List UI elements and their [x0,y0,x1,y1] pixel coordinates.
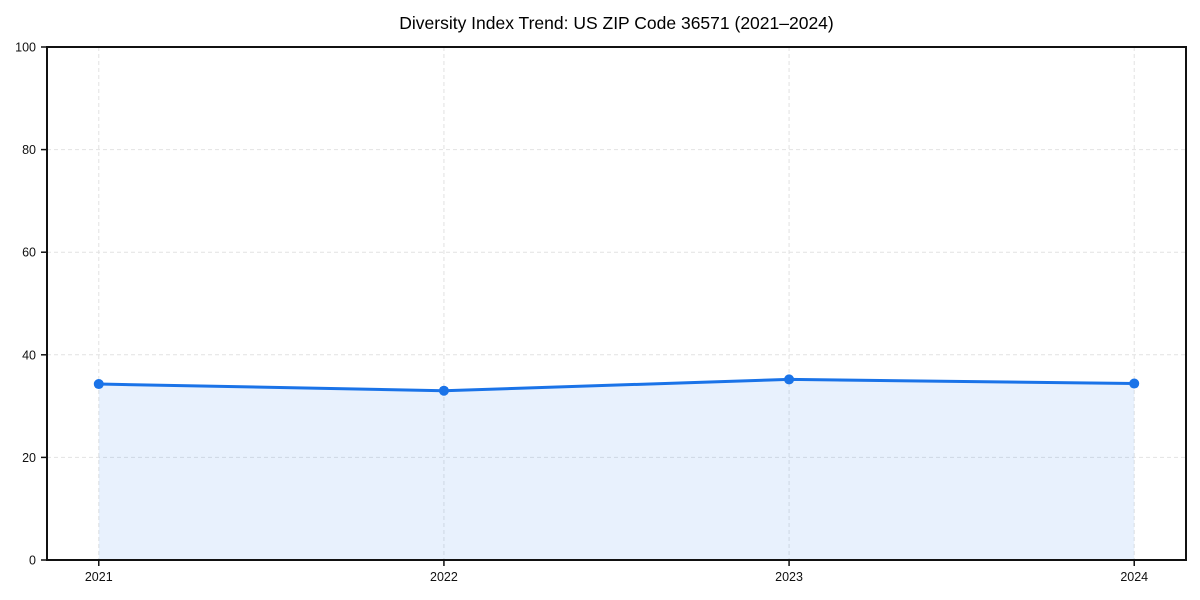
chart-title: Diversity Index Trend: US ZIP Code 36571… [399,13,834,33]
axis-layer: 0 20 40 60 80 100 2021 2022 2023 2024 [15,41,1187,584]
plot-border [46,46,1187,561]
trend-line [97,377,1136,393]
data-point-marker [438,385,449,396]
y-tick-label: 60 [22,246,36,260]
x-tick-label: 2023 [775,570,803,584]
x-tick-label: 2024 [1120,570,1148,584]
grid-layer [47,47,1186,560]
y-tick-label: 80 [22,143,36,157]
data-point-marker [93,379,104,390]
data-point-marker [1129,378,1140,389]
y-tick-label: 20 [22,451,36,465]
x-tick-label: 2022 [430,570,458,584]
data-point-marker [784,374,795,385]
y-tick-label: 100 [15,41,36,55]
y-tick-label: 0 [29,554,36,568]
x-tick-label: 2021 [85,570,113,584]
data-series-layer [93,374,1140,560]
y-tick-label: 40 [22,348,36,362]
area-fill [98,379,1135,560]
